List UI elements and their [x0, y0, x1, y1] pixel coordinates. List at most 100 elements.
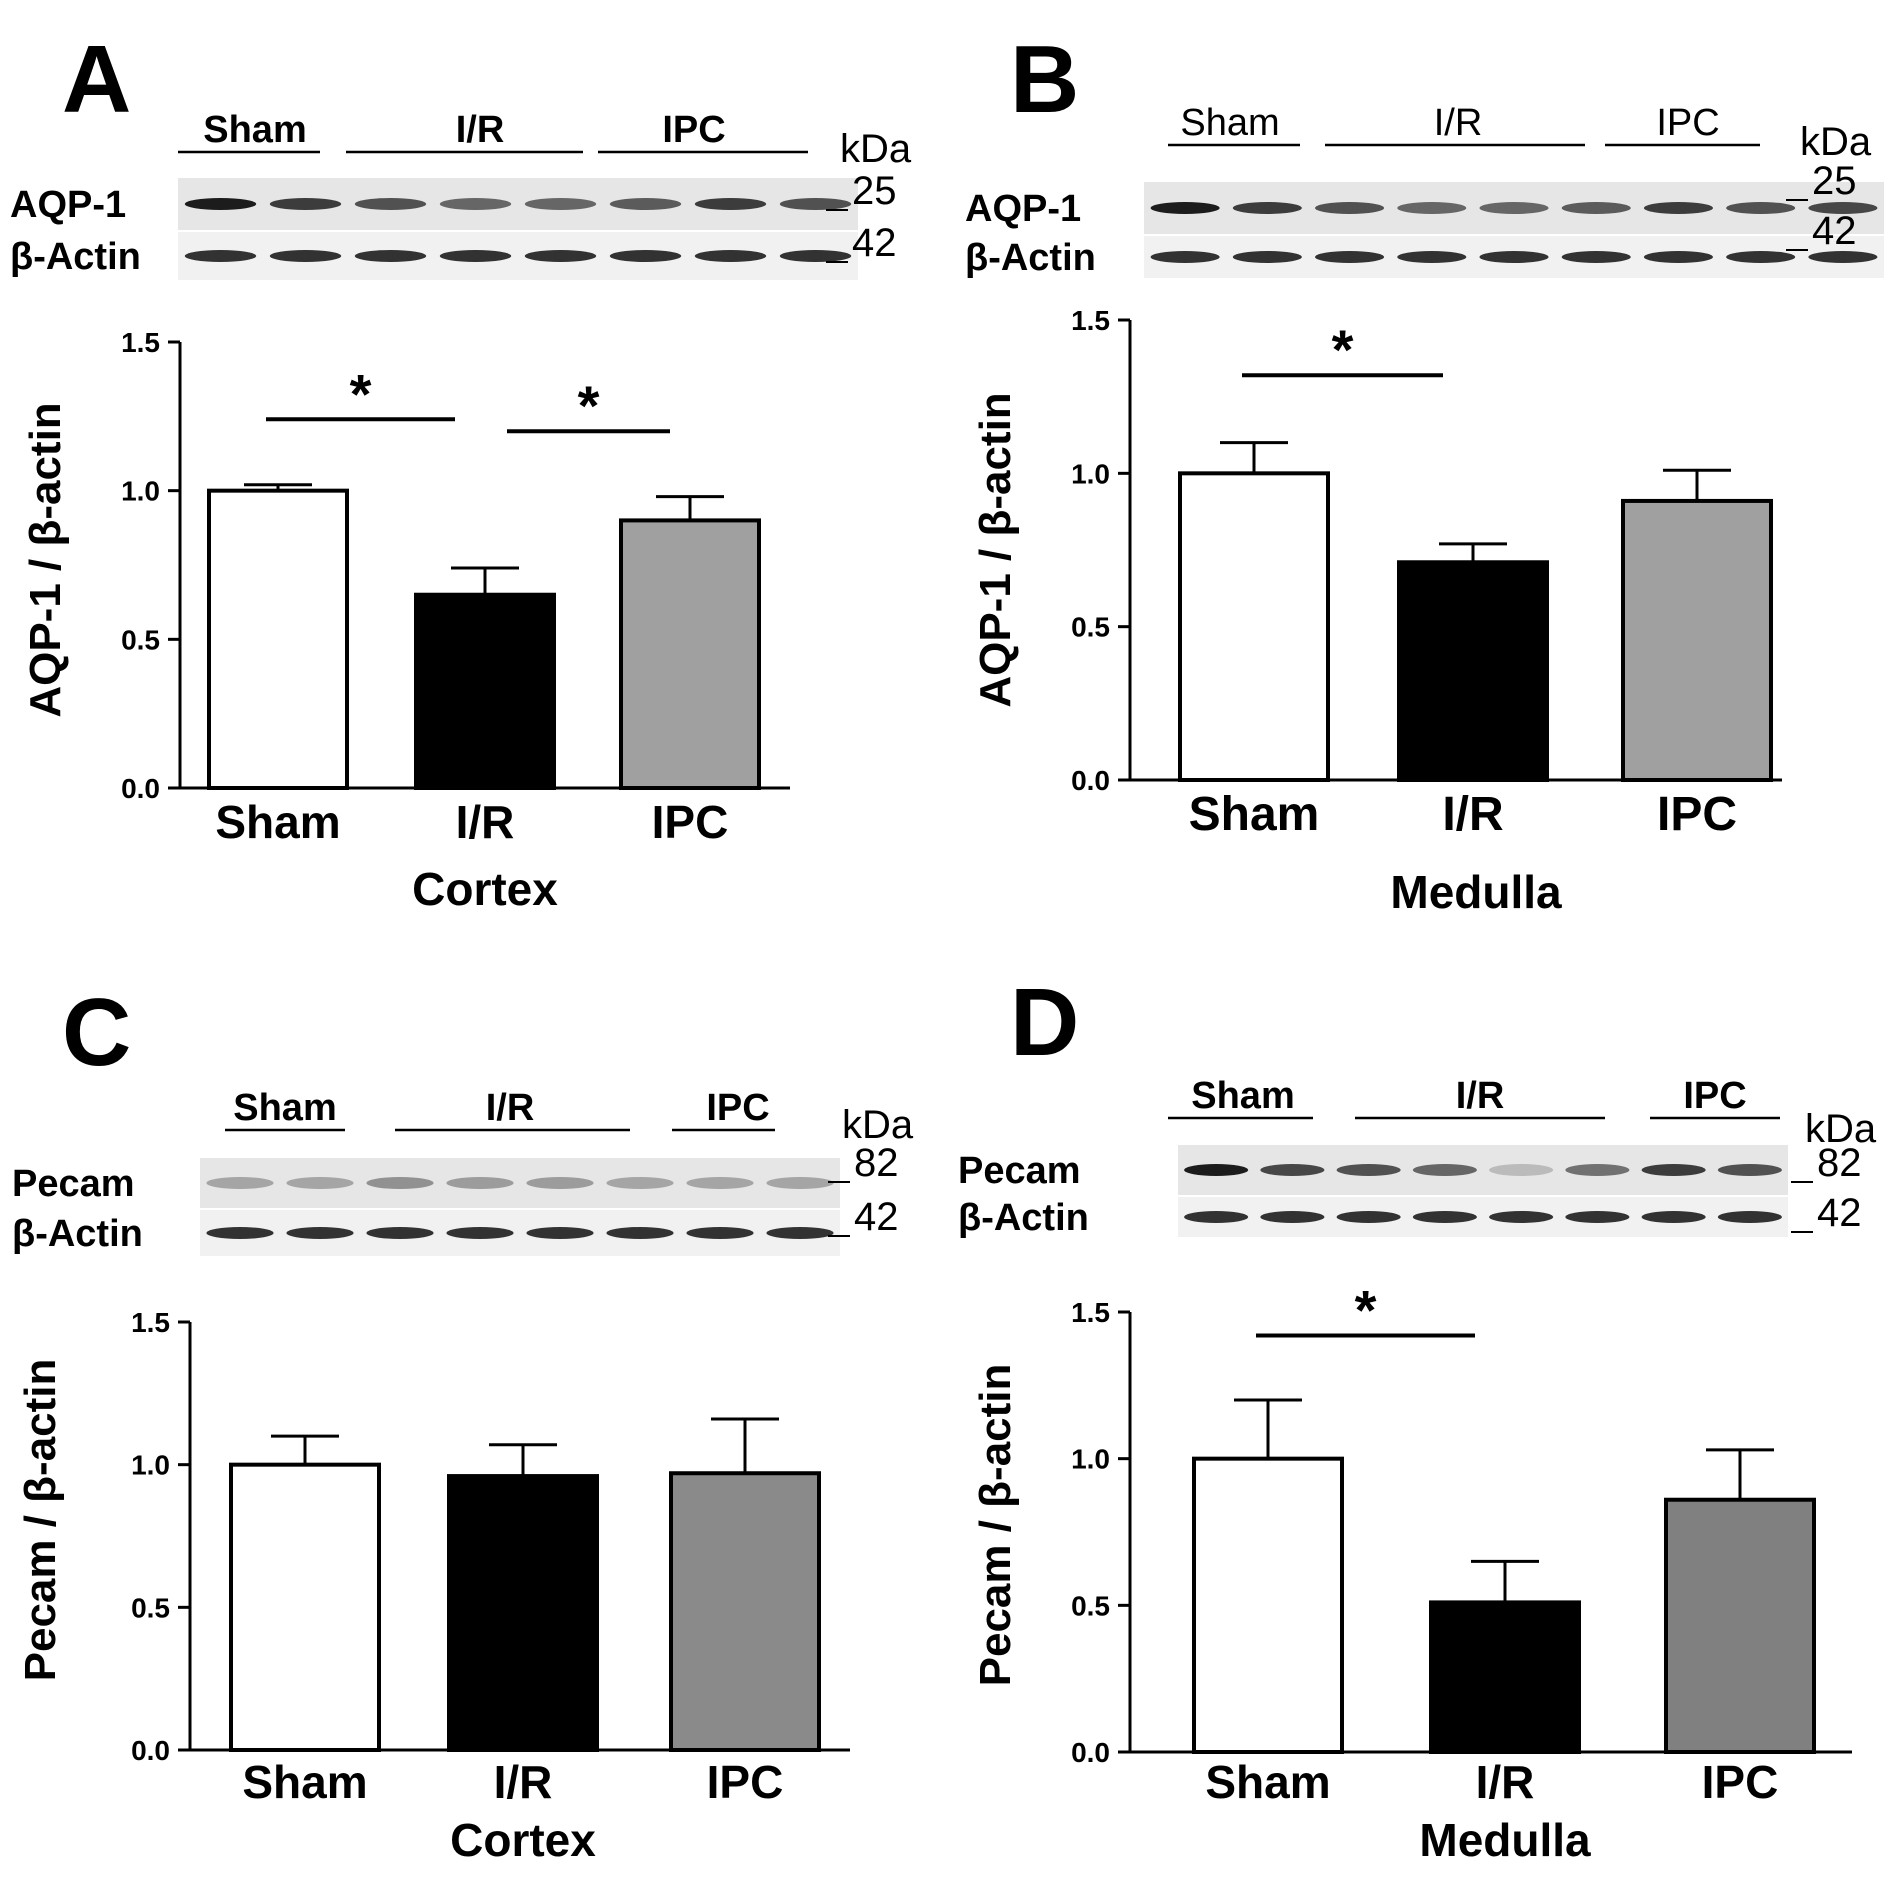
blot-group-label: Sham [1191, 1075, 1294, 1117]
panel-letter: D [1010, 969, 1079, 1076]
blot-band-row-2 [1412, 1211, 1477, 1223]
blot-group-label: Sham [1180, 102, 1279, 144]
x-tick-label: Sham [1189, 788, 1320, 841]
blot-marker-label: 82 [1817, 1141, 1862, 1185]
blot-group-label: Sham [203, 109, 306, 151]
blot-band-row-1 [779, 198, 852, 210]
bar-ir [1429, 1600, 1581, 1755]
blot-band-row-2 [1565, 1211, 1630, 1223]
blot-band-row-1 [1717, 1164, 1782, 1176]
y-tick-label: 0.0 [1071, 765, 1110, 796]
blot-band-row-2 [1643, 251, 1713, 263]
blot-band-row-2 [439, 250, 512, 262]
blot-band-row-1 [1561, 202, 1631, 214]
x-tick-label: I/R [494, 1756, 553, 1808]
blot-band-row-2 [286, 1227, 354, 1239]
blot-band-row-2 [1489, 1211, 1554, 1223]
blot-band-row-2 [1479, 251, 1549, 263]
y-tick-label: 1.5 [131, 1307, 170, 1338]
panel-letter: C [62, 979, 131, 1086]
x-axis-label: Medulla [1419, 1814, 1591, 1866]
blot-band-row-2 [1726, 251, 1796, 263]
significance-star: * [1355, 1278, 1377, 1341]
blot-band-row-2 [1397, 251, 1467, 263]
blot-row-label: Pecam [12, 1163, 135, 1205]
blot-band-row-1 [206, 1177, 274, 1189]
blot-band-row-1 [1726, 202, 1796, 214]
blot-band-row-1 [1336, 1164, 1401, 1176]
y-tick-label: 1.0 [1071, 1444, 1110, 1475]
blot-band-row-1 [1315, 202, 1385, 214]
blot-band-row-2 [694, 250, 767, 262]
bar-ir [414, 592, 556, 790]
blot-marker-label: 82 [854, 1141, 899, 1185]
bar-sham [1178, 471, 1330, 782]
blot-band-row-2 [1808, 251, 1878, 263]
blot-band-row-2 [609, 250, 682, 262]
x-tick-label: I/R [1442, 788, 1503, 841]
blot-band-row-1 [526, 1177, 594, 1189]
blot-kda-unit: kDa [840, 127, 912, 171]
blot-band-row-1 [606, 1177, 674, 1189]
blot-band-row-1 [1397, 202, 1467, 214]
x-tick-label: Sham [215, 796, 340, 848]
bar-ipc [669, 1471, 821, 1753]
blot-band-row-1 [446, 1177, 514, 1189]
blot-band-row-1 [1260, 1164, 1325, 1176]
blot-band-row-2 [524, 250, 597, 262]
y-tick-label: 1.5 [1071, 305, 1110, 336]
bar-ipc [1621, 498, 1773, 782]
y-tick-label: 0.0 [121, 773, 160, 804]
bar-ir [1397, 560, 1549, 782]
blot-kda-unit: kDa [1800, 120, 1872, 164]
blot-band-row-1 [524, 198, 597, 210]
blot-row-label: β-Actin [965, 237, 1096, 279]
bar-ipc [619, 518, 761, 791]
blot-band-row-1 [269, 198, 342, 210]
blot-marker-label: 25 [852, 169, 897, 213]
y-tick-label: 0.0 [131, 1735, 170, 1766]
x-tick-label: IPC [1702, 1756, 1779, 1808]
bar-ipc [1664, 1497, 1816, 1754]
blot-band-row-2 [1641, 1211, 1706, 1223]
blot-band-row-2 [1260, 1211, 1325, 1223]
significance-star: * [578, 374, 600, 437]
blot-marker-label: 42 [852, 221, 897, 265]
blot-group-label: IPC [706, 1087, 769, 1129]
blot-band-row-2 [1184, 1211, 1249, 1223]
blot-band-row-2 [1150, 251, 1220, 263]
blot-band-row-1 [686, 1177, 754, 1189]
blot-band-row-1 [354, 198, 427, 210]
x-tick-label: Sham [242, 1756, 367, 1808]
blot-band-row-2 [366, 1227, 434, 1239]
x-tick-label: Sham [1205, 1756, 1330, 1808]
blot-band-row-2 [269, 250, 342, 262]
blot-group-label: IPC [662, 109, 725, 151]
blot-band-row-1 [1412, 1164, 1477, 1176]
blot-band-row-1 [766, 1177, 834, 1189]
bar-sham [229, 1462, 381, 1752]
blot-band-row-2 [206, 1227, 274, 1239]
blot-band-row-2 [1561, 251, 1631, 263]
blot-band-row-1 [1808, 202, 1878, 214]
blot-marker-label: 42 [1817, 1191, 1862, 1235]
x-axis-label: Cortex [412, 863, 558, 915]
blot-row-label: β-Actin [958, 1197, 1089, 1239]
blot-row-label: β-Actin [12, 1213, 143, 1255]
bar-sham [1192, 1456, 1344, 1754]
significance-star: * [1332, 318, 1354, 381]
blot-group-label: I/R [486, 1087, 535, 1129]
y-tick-label: 0.5 [1071, 612, 1110, 643]
x-tick-label: IPC [652, 796, 729, 848]
y-tick-label: 1.0 [1071, 458, 1110, 489]
y-axis-label: Pecam / β-actin [16, 1359, 65, 1682]
y-axis-label: Pecam / β-actin [971, 1364, 1020, 1687]
blot-row-label: AQP-1 [965, 188, 1081, 230]
y-tick-label: 0.5 [131, 1592, 170, 1623]
blot-band-row-1 [694, 198, 767, 210]
x-tick-label: IPC [707, 1756, 784, 1808]
